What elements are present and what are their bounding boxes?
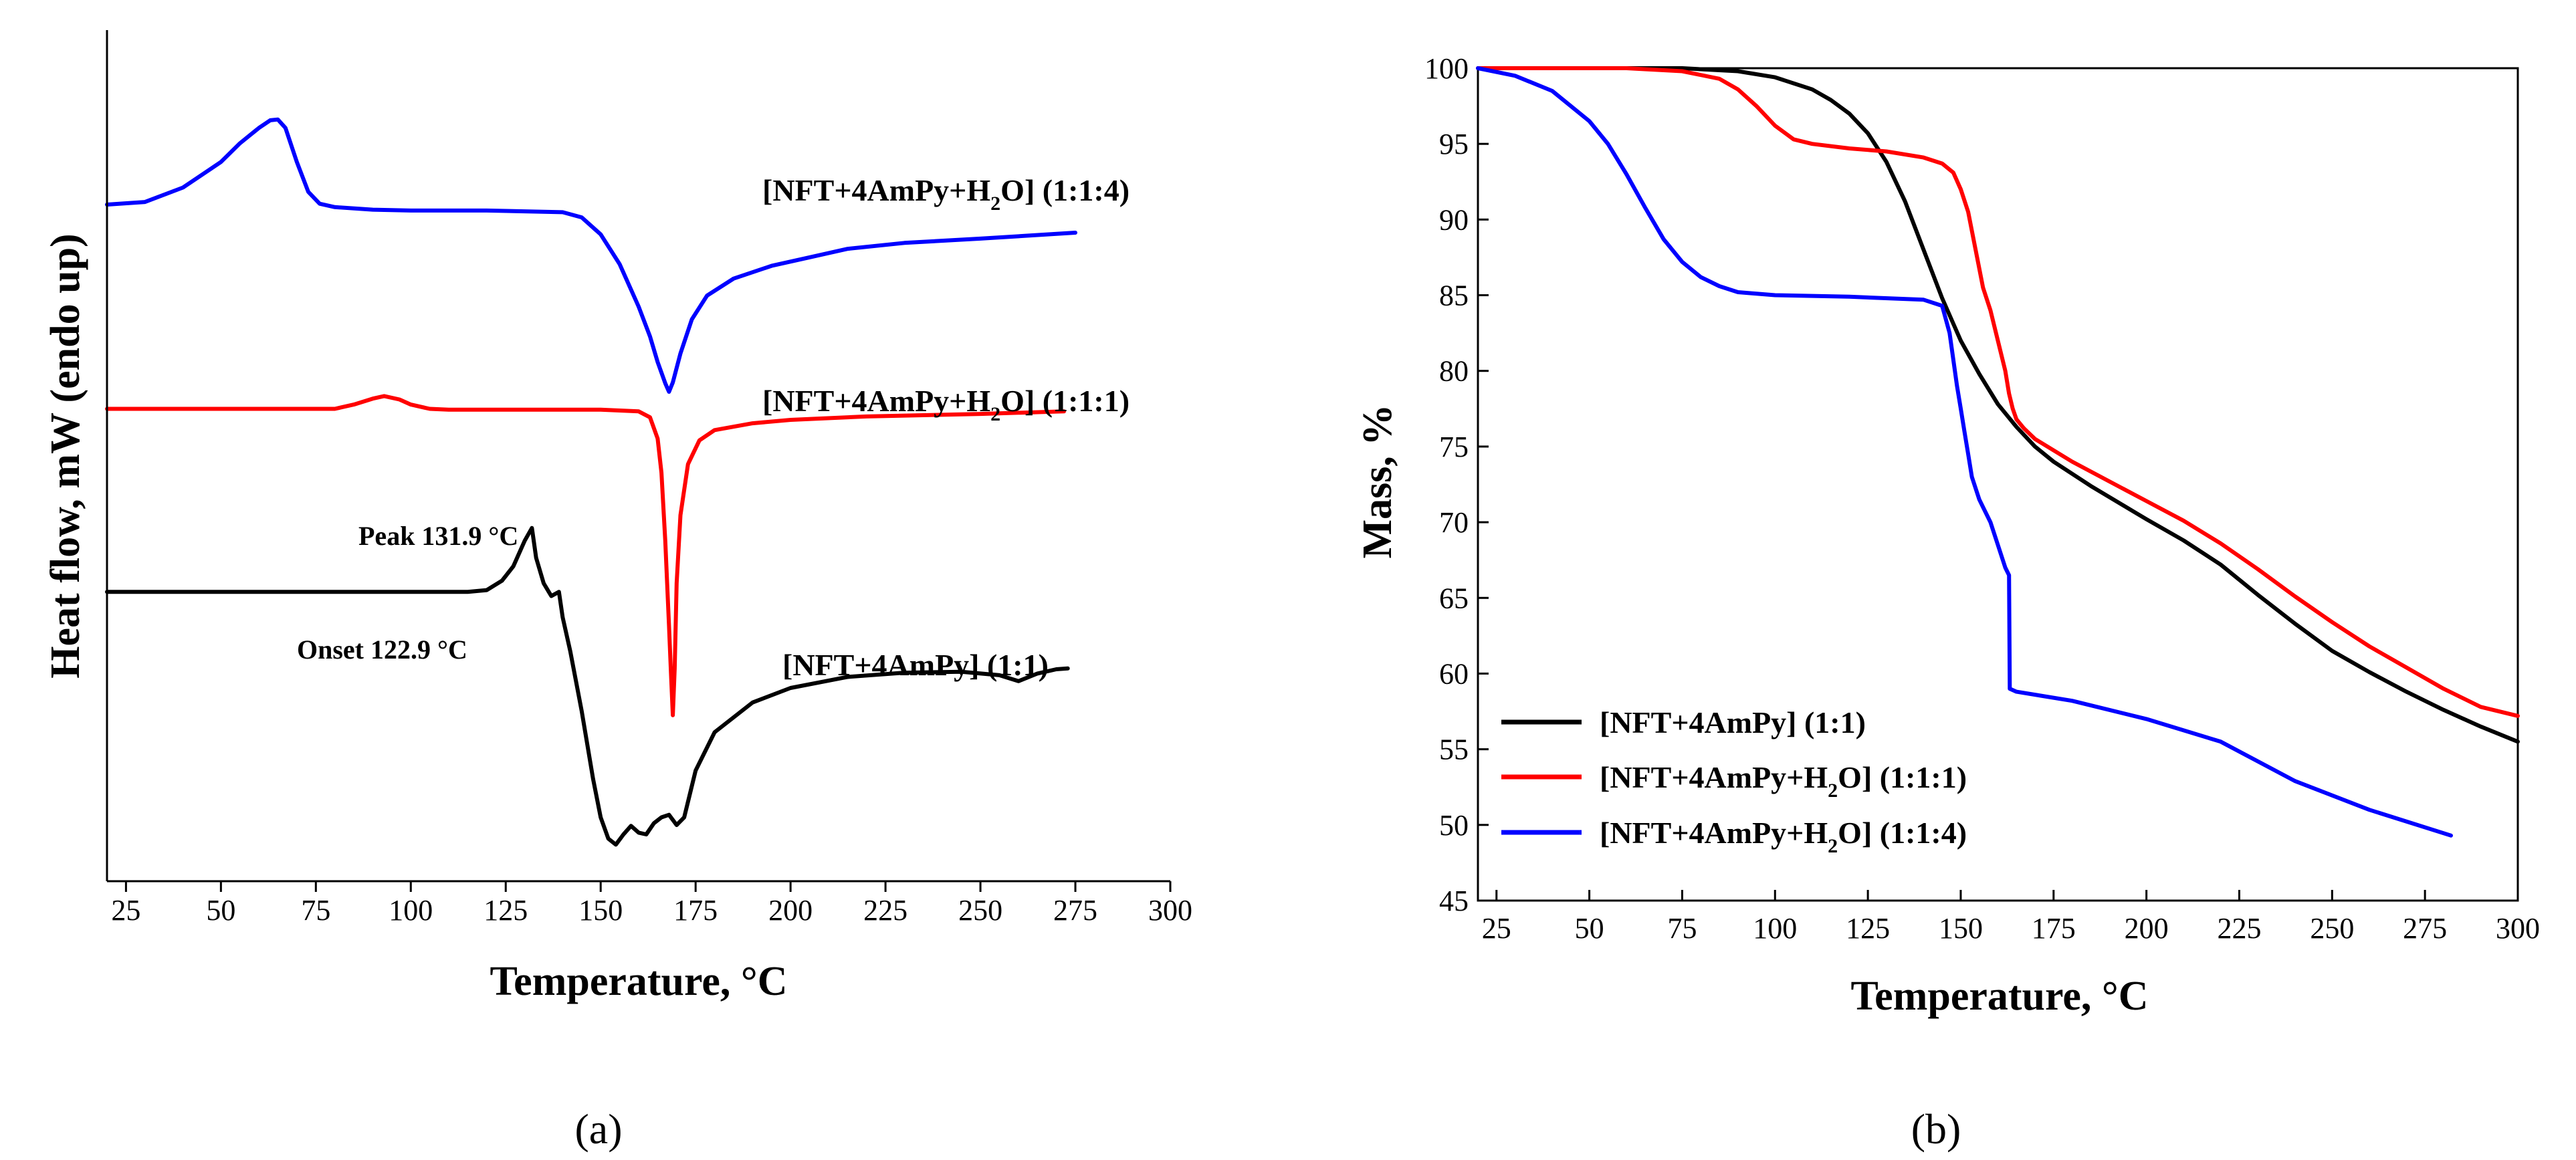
label-part: [NFT+4AmPy+H	[1600, 816, 1828, 850]
tga-x-axis-title: Temperature, °C	[1851, 973, 2149, 1019]
label-part: [NFT+4AmPy+H	[762, 173, 990, 207]
x-tick-label: 225	[2217, 912, 2261, 945]
label-part: O] (1:1:4)	[1000, 173, 1130, 207]
label-subscript: 2	[1828, 835, 1838, 857]
x-tick-label: 75	[1667, 912, 1697, 945]
x-tick-label: 275	[2403, 912, 2447, 945]
y-tick-label: 75	[1439, 431, 1469, 463]
y-tick-label: 95	[1439, 128, 1469, 160]
peak-annotation: Peak 131.9 °C	[358, 521, 518, 551]
panel-b-label: (b)	[1911, 1105, 1961, 1153]
legend-label: [NFT+4AmPy+H2O] (1:1:4)	[1600, 816, 1967, 857]
y-tick-label: 45	[1439, 885, 1469, 917]
series-line-0	[1476, 66, 2520, 744]
series-line-1	[1476, 66, 2520, 718]
dsc-y-axis-title: Heat flow, mW (endo up)	[43, 233, 88, 678]
series-line-1	[105, 394, 1066, 717]
label-subscript: 2	[990, 403, 1000, 425]
dsc-x-ticks: 25 50 75 100 125 150 175 200 225 250 275 300	[111, 881, 1192, 927]
legend-item: [NFT+4AmPy+H2O] (1:1:1)	[1501, 760, 1967, 802]
x-tick-label: 225	[863, 894, 907, 927]
y-tick-label: 70	[1439, 506, 1469, 539]
dsc-label-series-1-1-4: [NFT+4AmPy+H2O] (1:1:4)	[762, 173, 1130, 215]
y-tick-label: 90	[1439, 203, 1469, 236]
y-tick-label: 55	[1439, 733, 1469, 766]
x-tick-label: 75	[301, 894, 330, 927]
x-tick-label: 200	[2125, 912, 2169, 945]
y-tick-label: 50	[1439, 809, 1469, 842]
tga-series	[1476, 66, 2520, 838]
onset-annotation: Onset 122.9 °C	[297, 634, 467, 665]
y-tick-label: 85	[1439, 279, 1469, 312]
x-tick-label: 175	[2032, 912, 2076, 945]
label-part: [NFT+4AmPy+H	[1600, 760, 1828, 794]
x-tick-label: 25	[111, 894, 140, 927]
series-line-2	[105, 526, 1070, 847]
dsc-x-axis-title: Temperature, °C	[490, 959, 788, 1004]
legend-label: [NFT+4AmPy] (1:1)	[1600, 705, 1866, 739]
series-line-0	[105, 117, 1077, 394]
x-tick-label: 300	[2496, 912, 2540, 945]
x-tick-label: 250	[2310, 912, 2354, 945]
x-tick-label: 250	[958, 894, 1002, 927]
tga-plot-frame	[1477, 67, 2519, 902]
dsc-series	[105, 117, 1077, 847]
tga-axis-ticks: 25 50 75 100 125 150 175 200 225 250 275 3004550556…	[1424, 52, 2540, 945]
dsc-chart: 25 50 75 100 125 150 175 200 225 250 275 300 Temper…	[43, 30, 1192, 1153]
panel-a-label: (a)	[574, 1105, 622, 1153]
x-tick-label: 100	[389, 894, 433, 927]
series-line-2	[1476, 66, 2453, 838]
legend-label: [NFT+4AmPy+H2O] (1:1:1)	[1600, 760, 1967, 802]
tga-y-axis-title: Mass, %	[1355, 404, 1400, 559]
y-tick-label: 65	[1439, 582, 1469, 614]
label-part: O] (1:1:1)	[1838, 760, 1967, 794]
label-part: O] (1:1:4)	[1838, 816, 1967, 850]
dsc-label-series-1-1-1: [NFT+4AmPy+H2O] (1:1:1)	[762, 384, 1130, 425]
tga-legend: [NFT+4AmPy] (1:1) [NFT+4AmPy+H2O] (1:1:1…	[1501, 705, 1967, 857]
legend-item: [NFT+4AmPy+H2O] (1:1:4)	[1501, 816, 1967, 857]
y-tick-label: 100	[1424, 52, 1469, 85]
legend-item: [NFT+4AmPy] (1:1)	[1501, 705, 1866, 739]
y-tick-label: 80	[1439, 355, 1469, 388]
label-part: [NFT+4AmPy+H	[762, 384, 990, 418]
label-part: O] (1:1:1)	[1000, 384, 1130, 418]
x-tick-label: 150	[1939, 912, 1983, 945]
x-tick-label: 300	[1148, 894, 1192, 927]
label-subscript: 2	[990, 193, 1000, 215]
label-subscript: 2	[1828, 780, 1838, 802]
x-tick-label: 200	[768, 894, 813, 927]
x-tick-label: 125	[484, 894, 528, 927]
x-tick-label: 125	[1846, 912, 1890, 945]
x-tick-label: 100	[1753, 912, 1797, 945]
y-tick-label: 60	[1439, 657, 1469, 690]
x-tick-label: 275	[1053, 894, 1097, 927]
x-tick-label: 150	[578, 894, 623, 927]
tga-chart: 25 50 75 100 125 150 175 200 225 250 275 3004550556…	[1355, 52, 2540, 1153]
x-tick-label: 25	[1482, 912, 1511, 945]
x-tick-label: 50	[1575, 912, 1604, 945]
x-tick-label: 175	[673, 894, 718, 927]
x-tick-label: 50	[206, 894, 235, 927]
dsc-label-series-1-1: [NFT+4AmPy] (1:1)	[782, 648, 1049, 682]
